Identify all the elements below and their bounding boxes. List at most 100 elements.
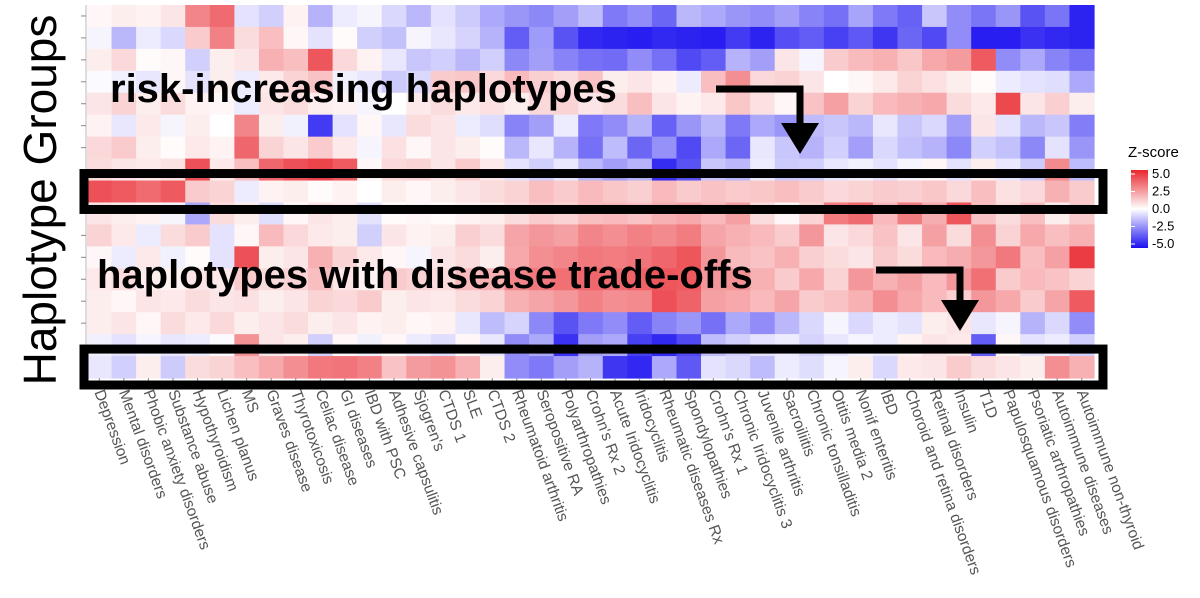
heatmap-cell	[185, 356, 211, 379]
heatmap-cell	[357, 136, 383, 160]
heatmap-cell	[774, 26, 800, 50]
heatmap-cell	[357, 356, 383, 379]
heatmap-cell	[381, 180, 407, 204]
heatmap-cell	[1020, 290, 1046, 313]
heatmap-cell	[136, 268, 162, 291]
heatmap-cell	[332, 180, 358, 204]
heatmap-cell	[332, 5, 358, 28]
heatmap-cell	[799, 48, 825, 72]
heatmap-cell	[111, 312, 137, 335]
heatmap-cell	[799, 5, 825, 28]
heatmap-cell	[283, 180, 309, 204]
annotation-trade-offs: haplotypes with disease trade-offs	[97, 253, 753, 297]
heatmap-cell	[823, 70, 849, 94]
heatmap-cell	[1044, 26, 1071, 50]
heatmap-cell	[602, 114, 628, 138]
heatmap-cell	[627, 224, 653, 247]
annotation-arrow-1	[716, 85, 804, 125]
heatmap-cell	[651, 114, 678, 138]
heatmap-cell	[823, 290, 849, 313]
heatmap-cell	[750, 268, 776, 291]
heatmap-cell	[136, 224, 162, 247]
heatmap-cell	[430, 268, 457, 291]
heatmap-cell	[1020, 180, 1046, 204]
heatmap-cell	[136, 5, 162, 28]
heatmap-cell	[406, 268, 432, 291]
heatmap-cell	[774, 246, 800, 269]
heatmap-cell	[578, 268, 604, 291]
heatmap-cell	[308, 26, 334, 50]
heatmap-cell	[872, 356, 899, 379]
heatmap-cell	[479, 70, 506, 94]
heatmap-cell	[651, 48, 678, 72]
heatmap-cell	[258, 114, 285, 138]
heatmap-cell	[209, 136, 235, 160]
heatmap-cell	[504, 136, 530, 160]
heatmap-cell	[995, 356, 1021, 379]
heatmap-cell	[651, 224, 678, 247]
heatmap-cell	[651, 180, 678, 204]
heatmap-cell	[848, 5, 874, 28]
heatmap-cell	[971, 48, 997, 72]
heatmap-cell	[455, 26, 481, 50]
heatmap-cell	[308, 92, 334, 116]
heatmap-cell	[897, 48, 923, 72]
heatmap-cell	[381, 356, 407, 379]
heatmap-cell	[750, 92, 776, 116]
heatmap-cell	[946, 180, 972, 204]
heatmap-cell	[553, 246, 579, 269]
heatmap-cell	[1069, 92, 1095, 116]
heatmap-cell	[578, 180, 604, 204]
heatmap-cell	[578, 356, 604, 379]
heatmap-cell	[823, 5, 849, 28]
heatmap-cell	[946, 70, 972, 94]
heatmap-cell	[651, 26, 678, 50]
heatmap-cell	[971, 356, 997, 379]
heatmap-cell	[357, 312, 383, 335]
heatmap-cell	[504, 290, 530, 313]
heatmap-cell	[234, 312, 260, 335]
heatmap-cell	[258, 312, 285, 335]
heatmap-cell	[946, 114, 972, 138]
heatmap-cell	[455, 246, 481, 269]
heatmap-cell	[136, 246, 162, 269]
heatmap-cell	[406, 5, 432, 28]
heatmap-cell	[872, 26, 899, 50]
heatmap-cell	[725, 136, 751, 160]
heatmap-cell	[848, 48, 874, 72]
heatmap-cell	[971, 92, 997, 116]
heatmap-cell	[283, 136, 309, 160]
heatmap-cell	[479, 290, 506, 313]
heatmap-cell	[774, 92, 800, 116]
heatmap-cell	[1044, 246, 1071, 269]
heatmap-cell	[332, 26, 358, 50]
heatmap-cell	[406, 114, 432, 138]
heatmap-cell	[897, 26, 923, 50]
heatmap-cell	[602, 180, 628, 204]
heatmap-cell	[529, 312, 555, 335]
heatmap-cell	[430, 114, 457, 138]
heatmap-cell	[209, 70, 235, 94]
heatmap-cell	[602, 48, 628, 72]
heatmap-cell	[87, 5, 113, 28]
heatmap-cell	[87, 246, 113, 269]
heatmap-cell	[897, 70, 923, 94]
heatmap-cell	[848, 70, 874, 94]
heatmap-cell	[848, 312, 874, 335]
heatmap-cell	[430, 312, 457, 335]
heatmap-cell	[1044, 92, 1071, 116]
heatmap-cell	[971, 312, 997, 335]
heatmap-cell	[357, 268, 383, 291]
heatmap-cell	[1069, 5, 1095, 28]
heatmap-cell	[258, 5, 285, 28]
heatmap-cell	[602, 26, 628, 50]
x-tick-label: SLE	[459, 388, 485, 421]
heatmap-cell	[971, 70, 997, 94]
heatmap-cell	[1044, 356, 1071, 379]
heatmap-cell	[357, 180, 383, 204]
heatmap-cell	[160, 356, 186, 379]
heatmap-cell	[627, 48, 653, 72]
heatmap-cell	[602, 224, 628, 247]
heatmap-cell	[725, 290, 751, 313]
heatmap-cell	[357, 48, 383, 72]
